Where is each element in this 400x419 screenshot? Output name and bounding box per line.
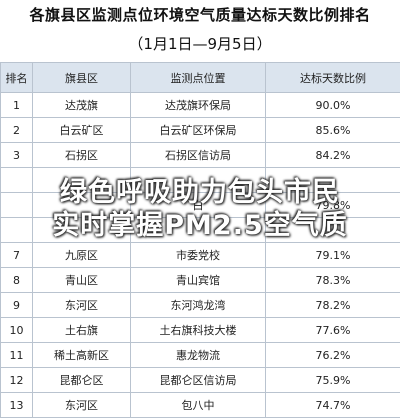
- ranking-table: 排名 旗县区 监测点位置 达标天数比例 1 达茂旗 达茂旗环保局 90.0% 2 白云矿区 白云矿…: [0, 62, 400, 418]
- table-row: [0, 217, 400, 243]
- table-cell: 包八中: [130, 392, 266, 418]
- table-cell: 土右旗科技大楼: [130, 317, 266, 343]
- table-cell: 稀土高新区: [32, 342, 131, 368]
- table-row: 3 石拐区 石拐区信访局 84.2%: [0, 142, 400, 168]
- table-row: [0, 167, 400, 193]
- table-cell: 78.3%: [265, 267, 400, 293]
- table-cell: 2: [0, 117, 33, 143]
- column-header: 旗县区: [32, 62, 131, 93]
- table-row: 9 东河区 东河鸿龙湾 78.2%: [0, 292, 400, 318]
- column-header: 排名: [0, 62, 33, 93]
- table-cell: 白云矿区环保局: [130, 117, 266, 143]
- table-cell: 白云矿区: [32, 117, 131, 143]
- column-header: 监测点位置: [130, 62, 266, 93]
- table-cell: 79.8%: [265, 192, 400, 218]
- table-cell: [265, 167, 400, 193]
- table-cell: 石拐区: [32, 142, 131, 168]
- table-cell: 75.9%: [265, 367, 400, 393]
- table-cell: 8: [0, 267, 33, 293]
- overlay-line: 绿色呼吸助力包头市民: [60, 177, 340, 208]
- table-cell: [0, 192, 33, 218]
- table-row: 13 东河区 包八中 74.7%: [0, 392, 400, 418]
- table-cell: 84.2%: [265, 142, 400, 168]
- table-row: 11 稀土高新区 惠龙物流 76.2%: [0, 342, 400, 368]
- table-cell: 昆都仑区信访局: [130, 367, 266, 393]
- table-cell: 石拐区信访局: [130, 142, 266, 168]
- table-row: 7 九原区 市委党校 79.1%: [0, 242, 400, 268]
- overlay-line: 实时掌握PM2.5空气质: [52, 210, 348, 241]
- table-cell: 达茂旗: [32, 92, 131, 118]
- column-header: 达标天数比例: [265, 62, 400, 93]
- table-cell: 白: [130, 192, 266, 218]
- table-cell: 74.7%: [265, 392, 400, 418]
- table-cell: 90.0%: [265, 92, 400, 118]
- table-cell: 77.6%: [265, 317, 400, 343]
- table-cell: [32, 167, 131, 193]
- table-cell: 10: [0, 317, 33, 343]
- table-row: 1 达茂旗 达茂旗环保局 90.0%: [0, 92, 400, 118]
- table-cell: 九原区: [32, 242, 131, 268]
- table-cell: 1: [0, 92, 33, 118]
- table-row: 2 白云矿区 白云矿区环保局 85.6%: [0, 117, 400, 143]
- table-row: 10 土右旗 土右旗科技大楼 77.6%: [0, 317, 400, 343]
- table-cell: 东河区: [32, 292, 131, 318]
- table-row: 8 青山区 青山宾馆 78.3%: [0, 267, 400, 293]
- table-cell: 12: [0, 367, 33, 393]
- table-cell: 85.6%: [265, 117, 400, 143]
- table-cell: 11: [0, 342, 33, 368]
- table-cell: [0, 217, 33, 243]
- table-cell: 13: [0, 392, 33, 418]
- table-cell: 土右旗: [32, 317, 131, 343]
- table-cell: 达茂旗环保局: [130, 92, 266, 118]
- table-cell: [130, 217, 266, 243]
- subtitle: （1月1日—9月5日）: [128, 35, 272, 53]
- table-cell: 79.1%: [265, 242, 400, 268]
- table-cell: 东河区: [32, 392, 131, 418]
- table-cell: 7: [0, 242, 33, 268]
- table-cell: 东河鸿龙湾: [130, 292, 266, 318]
- table-cell: 9: [0, 292, 33, 318]
- table-row: 白 79.8%: [0, 192, 400, 218]
- table-cell: 惠龙物流: [130, 342, 266, 368]
- table-cell: 青山宾馆: [130, 267, 266, 293]
- header-row: 排名 旗县区 监测点位置 达标天数比例: [0, 62, 400, 93]
- table-cell: 市委党校: [130, 242, 266, 268]
- table-cell: 78.2%: [265, 292, 400, 318]
- title: 各旗县区监测点位环境空气质量达标天数比例排名: [29, 6, 371, 24]
- table-cell: 76.2%: [265, 342, 400, 368]
- table-body: 1 达茂旗 达茂旗环保局 90.0% 2 白云矿区 白云矿区环保局 85.6% 3 石拐区 石拐区信…: [0, 92, 400, 418]
- table-cell: 青山区: [32, 267, 131, 293]
- table-row: 12 昆都仑区 昆都仑区信访局 75.9%: [0, 367, 400, 393]
- table-cell: 昆都仑区: [32, 367, 131, 393]
- table-cell: 3: [0, 142, 33, 168]
